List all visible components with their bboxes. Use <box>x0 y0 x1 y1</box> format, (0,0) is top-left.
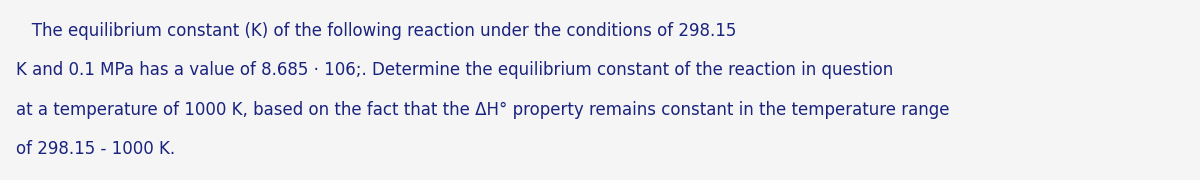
Text: of 298.15 - 1000 K.: of 298.15 - 1000 K. <box>16 140 175 158</box>
Text: at a temperature of 1000 K, based on the fact that the ΔH° property remains cons: at a temperature of 1000 K, based on the… <box>16 101 949 119</box>
Text: The equilibrium constant (K) of the following reaction under the conditions of 2: The equilibrium constant (K) of the foll… <box>16 22 736 40</box>
Text: K and 0.1 MPa has a value of 8.685 · 106;. Determine the equilibrium constant of: K and 0.1 MPa has a value of 8.685 · 106… <box>16 61 893 79</box>
